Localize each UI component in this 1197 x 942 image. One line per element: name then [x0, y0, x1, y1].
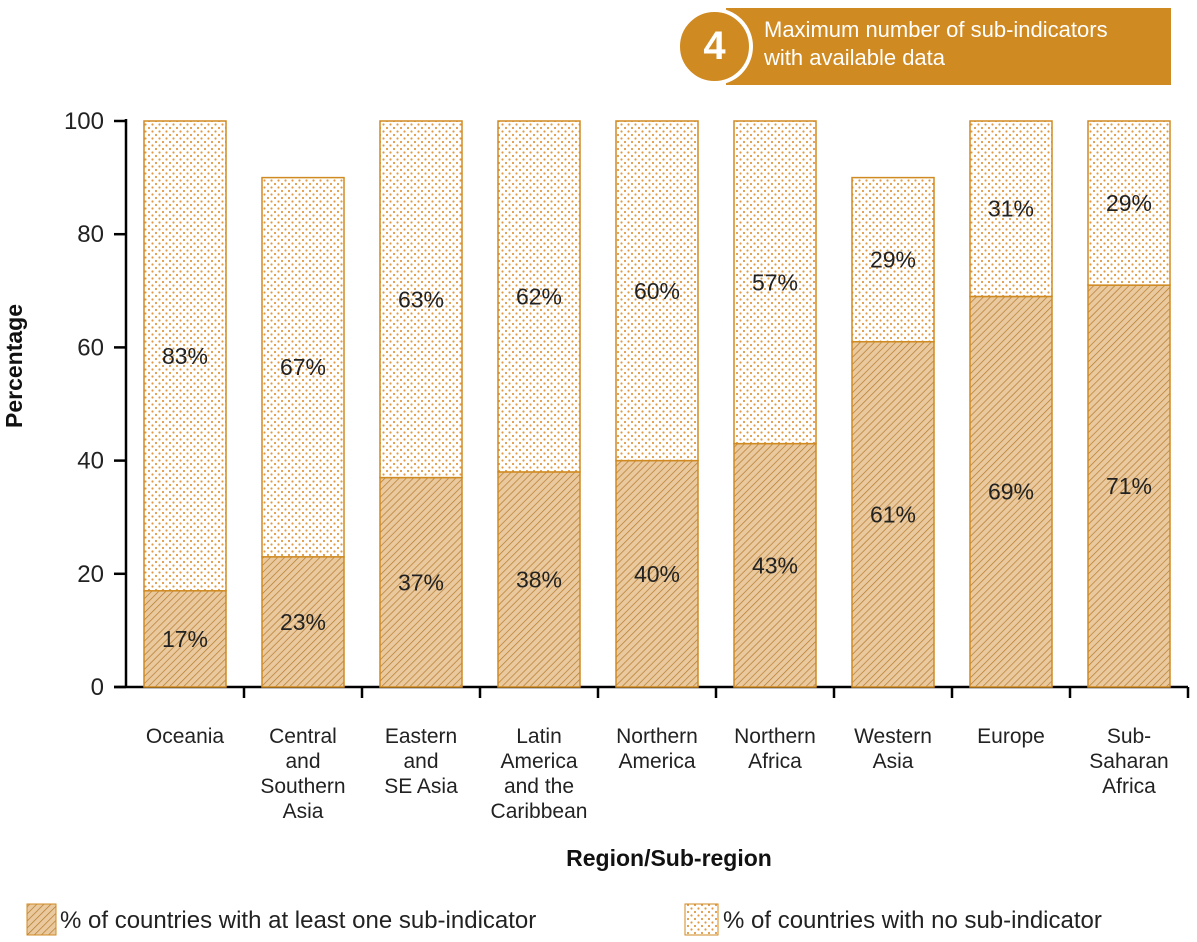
bar-no-sub-indicator — [497, 120, 581, 473]
x-category-label: Asia — [283, 800, 324, 823]
y-tick-label: 0 — [91, 674, 104, 701]
value-label-with-sub-indicator: 43% — [752, 552, 798, 578]
x-category-label: Caribbean — [491, 800, 588, 823]
legend-label-dots: % of countries with no sub-indicator — [723, 907, 1102, 934]
value-label-with-sub-indicator: 17% — [162, 626, 208, 652]
x-category-label: America — [500, 750, 577, 773]
bar-with-sub-indicator — [143, 590, 227, 688]
value-label-no-sub-indicator: 62% — [516, 283, 562, 309]
y-tick-label: 60 — [77, 334, 104, 361]
x-category-label: Oceania — [146, 725, 225, 748]
x-category-label: Africa — [1102, 775, 1156, 798]
value-label-no-sub-indicator: 29% — [870, 247, 916, 273]
bar-no-sub-indicator — [969, 120, 1053, 298]
bar-no-sub-indicator — [261, 176, 345, 558]
value-label-no-sub-indicator: 31% — [988, 196, 1034, 222]
value-label-no-sub-indicator: 29% — [1106, 190, 1152, 216]
x-category-label: and the — [504, 775, 574, 798]
legend-swatch-hatch — [26, 903, 57, 936]
banner-band — [726, 8, 1171, 85]
value-label-with-sub-indicator: 61% — [870, 501, 916, 527]
info-banner: 4 Maximum number of sub-indicators with … — [676, 8, 1171, 85]
x-category-label: Central — [269, 725, 337, 748]
value-label-no-sub-indicator: 57% — [752, 269, 798, 295]
bar-with-sub-indicator — [615, 459, 699, 688]
x-category-label: Sub- — [1107, 725, 1151, 748]
x-category-label: and — [403, 750, 438, 773]
banner-text-line2: with available data — [764, 45, 946, 70]
y-tick-label: 20 — [77, 561, 104, 588]
value-label-with-sub-indicator: 37% — [398, 569, 444, 595]
x-category-label: Latin — [516, 725, 562, 748]
x-category-label: Europe — [977, 725, 1045, 748]
legend-label-hatch: % of countries with at least one sub-ind… — [60, 907, 536, 934]
y-tick-label: 80 — [77, 221, 104, 248]
banner-text-line1: Maximum number of sub-indicators — [764, 17, 1108, 42]
x-category-label: Western — [854, 725, 932, 748]
banner-text: Maximum number of sub-indicators with av… — [764, 16, 1164, 72]
bar-no-sub-indicator — [615, 120, 699, 462]
x-category-label: Africa — [748, 750, 802, 773]
x-category-label: and — [285, 750, 320, 773]
bar-no-sub-indicator — [379, 120, 463, 479]
value-label-no-sub-indicator: 83% — [162, 343, 208, 369]
value-label-no-sub-indicator: 67% — [280, 354, 326, 380]
value-label-with-sub-indicator: 38% — [516, 566, 562, 592]
bar-no-sub-indicator — [851, 176, 935, 343]
x-category-label: Northern — [734, 725, 816, 748]
bar-no-sub-indicator — [143, 120, 227, 592]
legend-swatch-dots — [684, 903, 719, 936]
value-label-with-sub-indicator: 23% — [280, 609, 326, 635]
x-category-label: Asia — [873, 750, 914, 773]
x-category-label: Saharan — [1089, 750, 1168, 773]
x-axis-title: Region/Sub-region — [566, 845, 772, 871]
bar-no-sub-indicator — [1087, 120, 1171, 286]
x-category-label: Eastern — [385, 725, 457, 748]
y-axis-title: Percentage — [1, 304, 27, 428]
y-tick-label: 40 — [77, 448, 104, 475]
y-tick-label: 100 — [64, 108, 104, 135]
legend: % of countries with at least one sub-ind… — [26, 903, 1102, 936]
bars — [143, 120, 1171, 688]
bar-with-sub-indicator — [851, 340, 935, 688]
value-labels: 17% 83% 23% 67% 37% 63% 38% 62% 40% 60% 43% 57% 61% 2… — [162, 190, 1152, 652]
bar-with-sub-indicator — [379, 476, 463, 688]
value-label-with-sub-indicator: 71% — [1106, 473, 1152, 499]
x-category-label: Northern — [616, 725, 698, 748]
bar-no-sub-indicator — [733, 120, 817, 445]
bar-with-sub-indicator — [497, 471, 581, 688]
value-label-with-sub-indicator: 40% — [634, 561, 680, 587]
value-label-with-sub-indicator: 69% — [988, 479, 1034, 505]
x-category-label: Southern — [260, 775, 345, 798]
bar-with-sub-indicator — [261, 556, 345, 688]
banner-number-badge: 4 — [676, 8, 753, 85]
bar-with-sub-indicator — [969, 295, 1053, 688]
x-category-label: SE Asia — [384, 775, 458, 798]
x-category-label: America — [618, 750, 695, 773]
value-label-no-sub-indicator: 60% — [634, 278, 680, 304]
value-label-no-sub-indicator: 63% — [398, 286, 444, 312]
